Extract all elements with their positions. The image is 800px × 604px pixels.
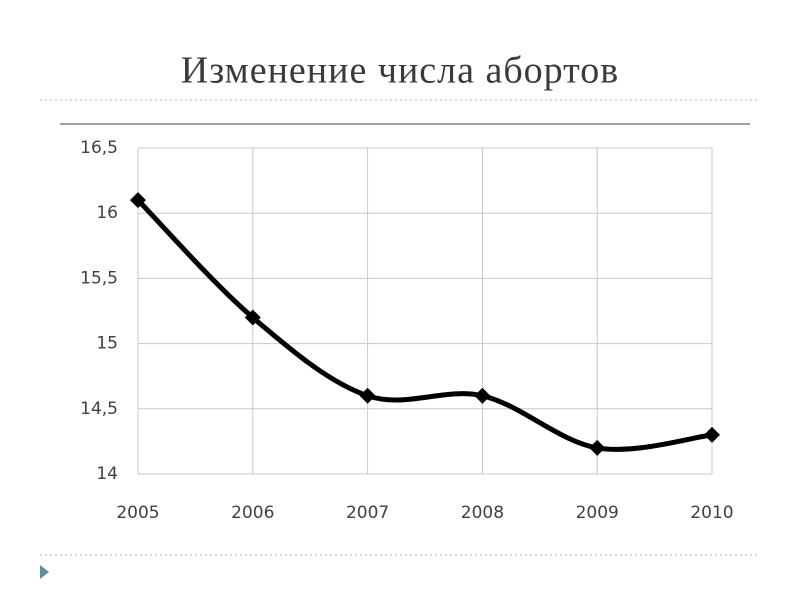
marker	[130, 192, 146, 209]
marker	[359, 387, 376, 404]
y-tick-label: 14,5	[80, 399, 118, 419]
x-tick-label: 2007	[346, 503, 389, 523]
x-tick-label: 2005	[116, 503, 159, 523]
chart-title: Изменение числа абортов	[181, 50, 619, 92]
marker	[704, 426, 720, 443]
y-tick-label: 16,5	[80, 138, 118, 158]
x-tick-label: 2010	[690, 503, 733, 523]
marker	[474, 387, 491, 404]
x-tick-label: 2006	[231, 503, 274, 523]
chart: 14 14,5 15 15,5 16 16,5 2005 2006 2007 2008 2009 20…	[80, 138, 733, 523]
bullet	[40, 565, 49, 579]
y-tick-label: 15,5	[80, 268, 118, 288]
x-tick-label: 2008	[461, 503, 504, 523]
y-tick-label: 16	[96, 203, 118, 223]
x-tick-label: 2009	[576, 503, 619, 523]
y-tick-label: 15	[96, 334, 118, 354]
y-tick-label: 14	[96, 464, 118, 484]
marker	[244, 309, 261, 326]
line	[136, 198, 713, 452]
marker	[589, 439, 606, 456]
